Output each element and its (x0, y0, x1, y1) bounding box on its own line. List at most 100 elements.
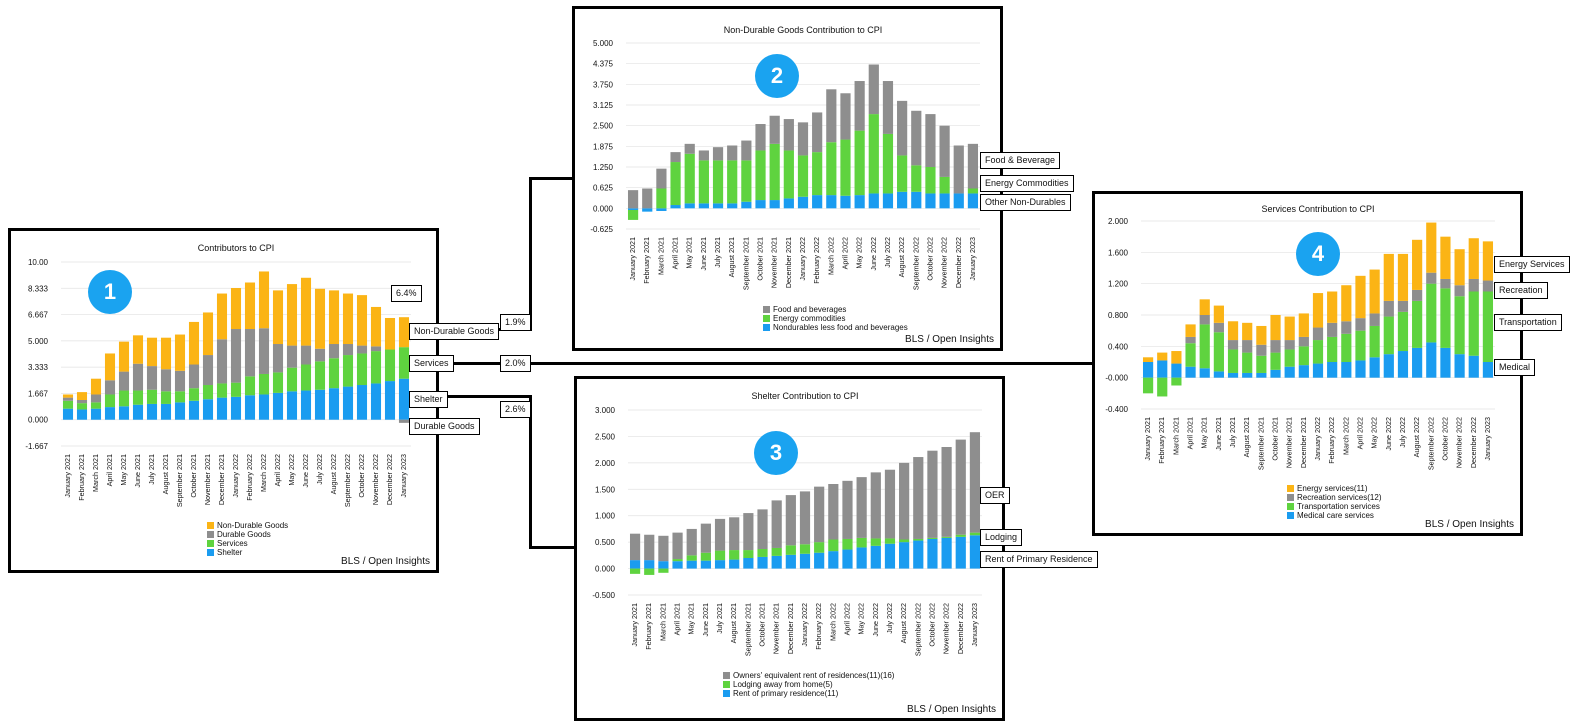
bar-segment (104, 353, 116, 381)
legend-label: Owners' equivalent rent of residences(11… (733, 671, 895, 680)
bar-segment (286, 391, 298, 420)
x-tick-label: February 2022 (814, 603, 823, 650)
bar-segment (76, 392, 88, 400)
x-tick-label: February 2022 (812, 237, 821, 284)
x-tick-label: June 2021 (1214, 417, 1223, 451)
legend-swatch (1287, 512, 1294, 519)
x-tick-label: April 2021 (105, 454, 114, 486)
bar-segment (146, 337, 158, 367)
bar-segment (700, 523, 711, 553)
bar-segment (174, 370, 186, 392)
legend-swatch (207, 540, 214, 547)
bar-segment (202, 399, 214, 420)
bar-segment (658, 561, 669, 569)
bar-segment (826, 195, 837, 209)
legend-label: Services (217, 539, 248, 548)
bar-segment (1185, 343, 1196, 367)
y-tick-label: 0.000 (595, 565, 616, 574)
callout-other-nondurables: Other Non-Durables (980, 194, 1071, 211)
chart-title: Services Contribution to CPI (1261, 204, 1374, 214)
bar-segment (783, 119, 794, 151)
y-tick-label: 2.500 (595, 432, 616, 441)
bar-segment (230, 288, 242, 330)
bar-segment (342, 293, 354, 345)
bar-segment (1185, 324, 1196, 337)
legend-label: Recreation services(12) (1297, 493, 1382, 502)
y-tick-label: 2.000 (595, 459, 616, 468)
bar-segment (814, 486, 825, 543)
bar-segment (370, 306, 382, 347)
legend-swatch (763, 324, 770, 331)
bar-segment (969, 432, 981, 533)
bar-segment (62, 394, 74, 398)
x-tick-label: July 2022 (315, 454, 324, 485)
x-tick-label: August 2022 (897, 237, 906, 277)
bar-segment (897, 191, 908, 209)
legend-swatch (763, 306, 770, 313)
x-tick-label: December 2022 (1469, 417, 1478, 468)
bar-segment (188, 400, 200, 420)
bar-segment (700, 560, 711, 569)
y-tick-label: -1.667 (25, 442, 48, 451)
y-tick-label: 1.200 (1108, 280, 1129, 289)
legend-label: Energy services(11) (1297, 484, 1368, 493)
bar-segment (797, 196, 809, 209)
callout-medical: Medical (1494, 359, 1536, 376)
bar-segment (1171, 351, 1182, 364)
legend-swatch (1287, 494, 1294, 501)
bar-segment (1157, 352, 1168, 361)
x-tick-label: April 2022 (273, 454, 282, 486)
bar-segment (826, 142, 837, 196)
bar-segment (370, 351, 382, 384)
bar-segment (202, 385, 214, 400)
legend-label: Non-Durable Goods (217, 521, 289, 530)
bar-segment (1312, 327, 1324, 341)
bar-segment (644, 568, 655, 575)
y-tick-label: 3.125 (593, 101, 614, 110)
bar-segment (1270, 340, 1281, 353)
x-tick-label: April 2021 (1186, 417, 1195, 449)
bar-segment (1242, 340, 1253, 353)
bar-segment (384, 381, 396, 420)
bar-segment (244, 376, 256, 396)
bar-segment (644, 560, 655, 569)
bar-segment (1213, 322, 1224, 333)
x-tick-label: November 2022 (1455, 417, 1464, 468)
bar-segment (870, 545, 881, 569)
bar-segment (911, 110, 922, 166)
y-tick-label: 1.500 (595, 485, 616, 494)
bar-segment (370, 346, 382, 352)
bar-segment (1397, 351, 1409, 378)
bar-segment (856, 477, 867, 538)
chart-title: Contributors to CPI (198, 243, 275, 253)
bar-segment (684, 143, 695, 154)
x-tick-label: October 2021 (758, 603, 767, 647)
x-tick-label: January 2022 (798, 237, 807, 281)
bar-segment (755, 150, 766, 201)
x-tick-label: July 2021 (715, 603, 724, 634)
bar-segment (1412, 289, 1423, 301)
x-tick-label: November 2022 (940, 237, 949, 288)
y-tick-label: -0.400 (1105, 405, 1128, 414)
x-tick-label: January 2023 (968, 237, 977, 281)
bar-segment (188, 388, 200, 401)
x-tick-label: April 2022 (840, 237, 849, 269)
bar-segment (90, 378, 102, 395)
bar-segment (1482, 291, 1494, 362)
bar-segment (1369, 269, 1380, 314)
callout-pct-services: 2.0% (500, 355, 531, 372)
chart-nondurable: Non-Durable Goods Contribution to CPI 5.0… (590, 25, 980, 290)
x-tick-label: September 2022 (343, 454, 352, 507)
bar-segment (1256, 344, 1267, 356)
legend-item: Lodging away from home(5) (723, 680, 894, 689)
bar-segment (1468, 355, 1479, 378)
bar-segment (300, 390, 312, 420)
bar-segment (1468, 238, 1479, 279)
x-tick-label: August 2021 (161, 454, 170, 494)
bar-segment (244, 395, 256, 420)
bar-segment (1270, 369, 1281, 378)
bar-segment (1185, 336, 1196, 344)
bar-segment (300, 345, 312, 365)
bar-segment (62, 400, 74, 409)
bar-segment (1454, 249, 1465, 286)
